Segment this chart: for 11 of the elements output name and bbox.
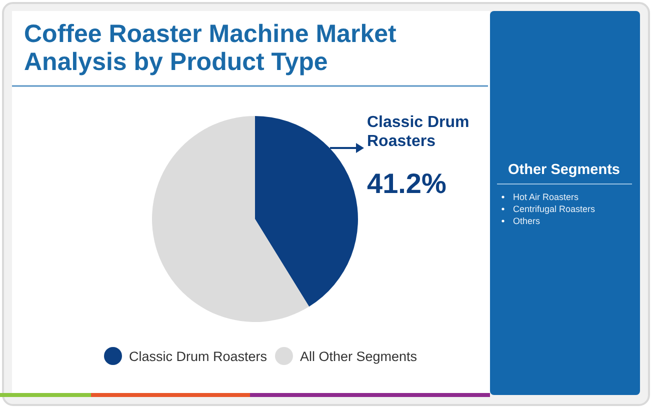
text: Other Segments xyxy=(508,162,620,178)
chart-title: Coffee Roaster Machine Market Analysis by Product Type xyxy=(24,20,397,76)
text: Others xyxy=(513,216,541,226)
slice-label: Classic Drum Roasters xyxy=(367,114,470,150)
text: Centrifugal Roasters xyxy=(513,204,596,214)
pie-slice xyxy=(255,116,358,307)
data-label: 41.2% xyxy=(367,168,446,199)
text: Hot Air Roasters xyxy=(513,192,580,202)
legend-label: All Other Segments xyxy=(300,349,418,364)
pie-slice xyxy=(152,116,310,322)
legend-label: Classic Drum Roasters xyxy=(129,349,268,364)
